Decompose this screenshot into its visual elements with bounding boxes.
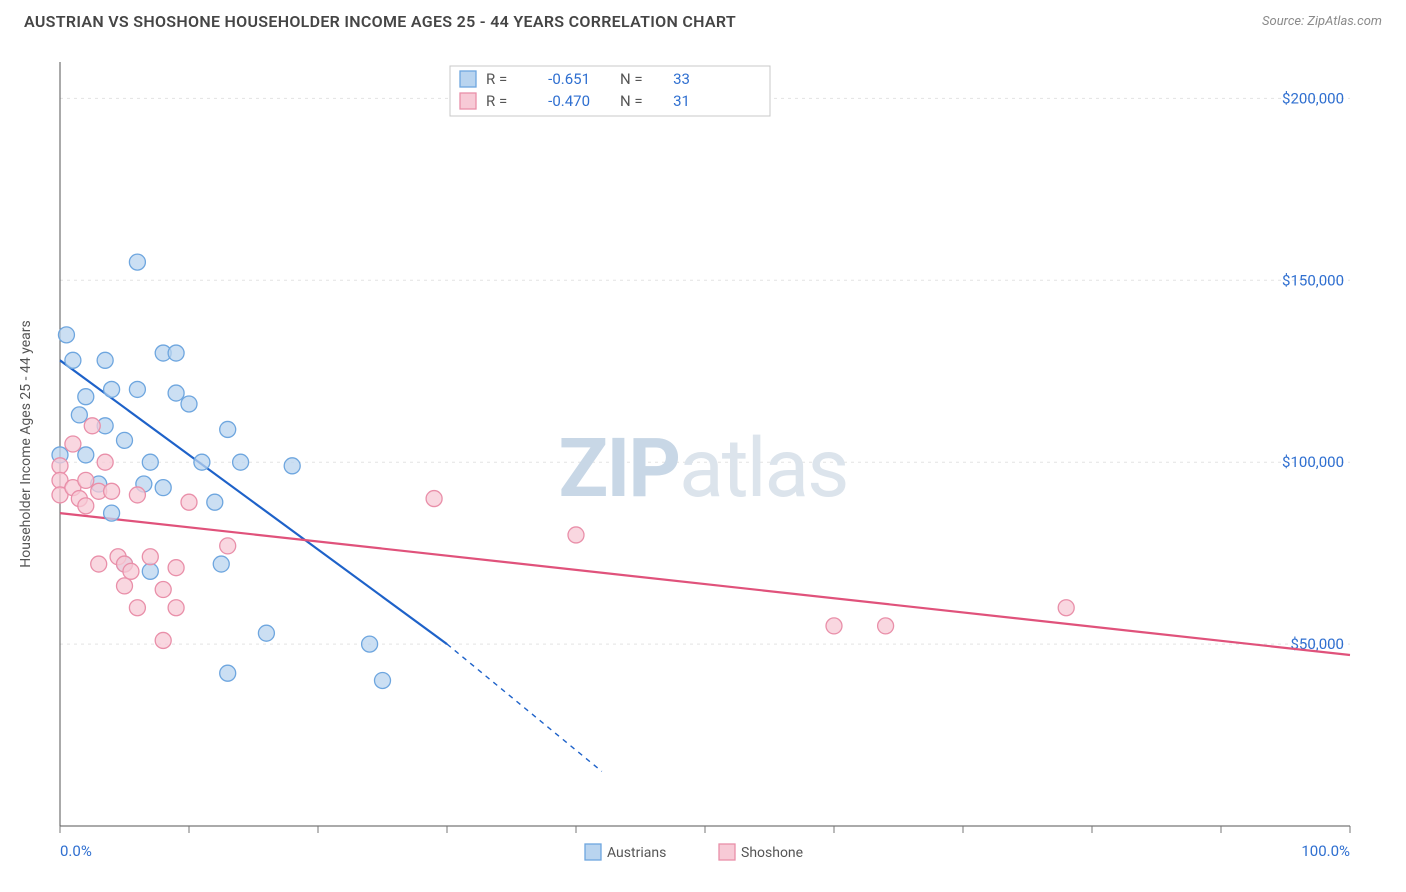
correlation-chart: $50,000$100,000$150,000$200,0000.0%100.0…: [0, 46, 1406, 892]
page-title: AUSTRIAN VS SHOSHONE HOUSEHOLDER INCOME …: [24, 12, 736, 31]
x-max-label: 100.0%: [1301, 842, 1350, 860]
data-point: [129, 487, 145, 503]
legend-r-label: R =: [486, 70, 507, 88]
data-point: [181, 494, 197, 510]
chart-svg: $50,000$100,000$150,000$200,0000.0%100.0…: [0, 46, 1406, 892]
data-point: [155, 632, 171, 648]
data-point: [91, 556, 107, 572]
data-point: [207, 494, 223, 510]
legend-r-value: -0.651: [548, 70, 590, 88]
data-point: [568, 527, 584, 543]
data-point: [65, 436, 81, 452]
legend-swatch: [460, 93, 476, 109]
legend-n-value: 31: [673, 92, 690, 110]
data-point: [375, 672, 391, 688]
data-point: [142, 454, 158, 470]
y-axis-title: Householder Income Ages 25 - 44 years: [18, 320, 34, 567]
data-point: [78, 389, 94, 405]
data-point: [220, 538, 236, 554]
trend-line: [60, 360, 447, 644]
trend-line: [60, 513, 1350, 655]
data-point: [129, 381, 145, 397]
x-min-label: 0.0%: [60, 842, 92, 860]
data-point: [233, 454, 249, 470]
data-point: [84, 418, 100, 434]
data-point: [117, 578, 133, 594]
data-point: [258, 625, 274, 641]
data-point: [104, 505, 120, 521]
data-point: [155, 480, 171, 496]
data-point: [181, 396, 197, 412]
data-point: [142, 563, 158, 579]
data-point: [129, 254, 145, 270]
legend-swatch: [585, 844, 601, 860]
data-point: [78, 472, 94, 488]
data-point: [194, 454, 210, 470]
data-point: [65, 352, 81, 368]
data-point: [123, 563, 139, 579]
legend-r-value: -0.470: [548, 92, 590, 110]
legend-n-label: N =: [620, 70, 643, 88]
data-point: [97, 352, 113, 368]
data-point: [878, 618, 894, 634]
data-point: [129, 600, 145, 616]
data-point: [213, 556, 229, 572]
data-point: [78, 447, 94, 463]
data-point: [117, 432, 133, 448]
data-point: [97, 454, 113, 470]
data-point: [168, 560, 184, 576]
legend-series-label: Shoshone: [741, 845, 803, 861]
trend-line-ext: [447, 644, 602, 771]
data-point: [52, 458, 68, 474]
data-point: [426, 491, 442, 507]
y-tick-label: $100,000: [1282, 453, 1344, 471]
data-point: [155, 582, 171, 598]
y-tick-label: $200,000: [1282, 89, 1344, 107]
data-point: [104, 483, 120, 499]
data-point: [78, 498, 94, 514]
y-tick-label: $150,000: [1282, 271, 1344, 289]
legend-n-value: 33: [673, 70, 690, 88]
legend-swatch: [719, 844, 735, 860]
data-point: [826, 618, 842, 634]
data-point: [220, 421, 236, 437]
data-point: [362, 636, 378, 652]
legend-swatch: [460, 71, 476, 87]
data-point: [168, 600, 184, 616]
data-point: [142, 549, 158, 565]
data-point: [1058, 600, 1074, 616]
data-point: [58, 327, 74, 343]
source-label: Source: ZipAtlas.com: [1262, 14, 1382, 29]
legend-series-label: Austrians: [607, 845, 666, 861]
data-point: [168, 345, 184, 361]
data-point: [168, 385, 184, 401]
data-point: [104, 381, 120, 397]
legend-r-label: R =: [486, 92, 507, 110]
data-point: [284, 458, 300, 474]
data-point: [220, 665, 236, 681]
legend-n-label: N =: [620, 92, 643, 110]
data-point: [71, 407, 87, 423]
